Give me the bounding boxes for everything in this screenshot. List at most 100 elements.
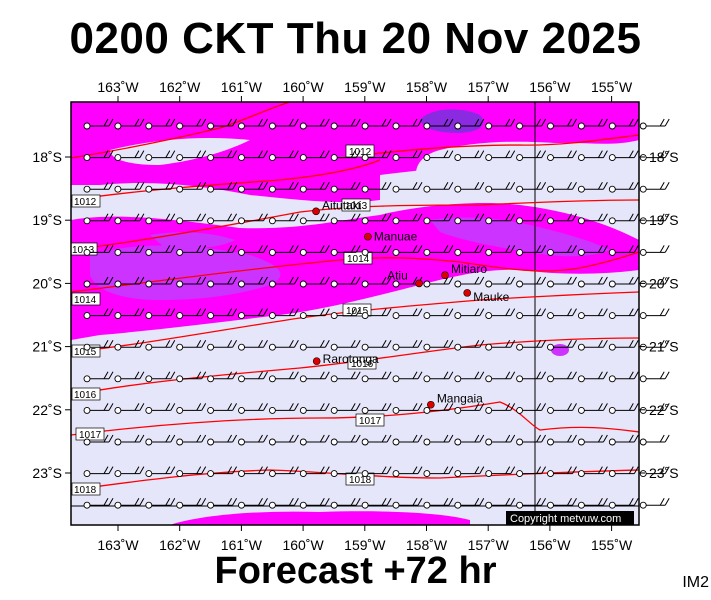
wind-barb — [392, 213, 423, 225]
wind-barb — [268, 371, 299, 383]
wind-barb — [577, 403, 608, 414]
wind-barb — [83, 339, 114, 351]
wind-barb — [361, 245, 392, 256]
wind-barb — [423, 245, 454, 256]
wind-barb — [485, 213, 516, 225]
wind-barb — [454, 403, 485, 414]
wind-barb — [145, 497, 176, 509]
wind-barb — [516, 150, 547, 162]
wind-barb — [176, 434, 207, 446]
place-label: Mitiaro — [451, 262, 487, 276]
wind-barb — [547, 150, 577, 162]
wind-barb — [639, 276, 670, 288]
wind-barb — [485, 371, 516, 383]
wind-barb — [83, 276, 114, 288]
wind-barb — [454, 466, 485, 478]
svg-text:1017: 1017 — [359, 416, 382, 427]
wind-barb — [176, 371, 207, 383]
wind-barb — [330, 466, 361, 478]
wind-barb — [485, 118, 516, 130]
wind-barb — [238, 339, 268, 351]
rain-intense-east — [430, 217, 610, 257]
latitude-label-left: 23˚S — [32, 465, 62, 481]
wind-barb — [176, 308, 207, 320]
wind-barb — [392, 118, 423, 130]
longitude-ticks: 163˚W 163˚W 162˚W 162˚W 161˚W 161˚W 160˚W 160˚W… — [97, 79, 633, 553]
wind-barb — [608, 466, 639, 478]
wind-barb — [361, 118, 392, 130]
wind-barb — [207, 371, 238, 383]
rain-band-south — [170, 511, 470, 525]
wind-barb — [268, 466, 299, 478]
longitude-label-bottom: 163˚W — [97, 537, 139, 553]
isobar-label: 1016 — [71, 387, 101, 401]
wind-barb — [114, 308, 145, 320]
wind-barb — [639, 245, 670, 256]
wind-barb — [639, 118, 670, 130]
wind-barb — [454, 245, 485, 256]
wind-barb — [361, 497, 392, 509]
place-label: Aitutaki — [322, 198, 361, 212]
rain-spot-east — [551, 344, 569, 356]
wind-barb — [330, 150, 361, 162]
wind-barb — [238, 403, 268, 414]
svg-text:1012: 1012 — [74, 197, 97, 208]
wind-barb — [423, 150, 454, 162]
svg-text:1016: 1016 — [74, 390, 97, 401]
wind-barb — [639, 308, 670, 320]
wind-barb — [268, 403, 299, 414]
wind-barb — [423, 371, 454, 383]
wind-barb — [330, 276, 361, 288]
wind-barb — [299, 276, 330, 288]
wind-barb — [83, 213, 114, 225]
copyright-text: Copyright metvuw.com — [510, 513, 621, 525]
wind-barb — [299, 371, 330, 383]
wind-barb — [608, 213, 639, 225]
wind-barb — [639, 181, 670, 193]
latitude-ticks: 18˚S 18˚S 19˚S 19˚S 20˚S 20˚S 21˚S 21˚S 22˚S 22˚S… — [32, 149, 678, 481]
forecast-label: Forecast +72 hr — [214, 550, 497, 592]
wind-barb — [392, 466, 423, 478]
wind-barb — [392, 150, 423, 162]
wind-barb — [268, 276, 299, 288]
wind-barb — [516, 339, 547, 351]
wind-barb — [207, 118, 238, 130]
svg-text:1017: 1017 — [79, 430, 102, 441]
wind-barb — [608, 276, 639, 288]
wind-barb — [114, 371, 145, 383]
wind-barb — [454, 339, 485, 351]
longitude-label-top: 155˚W — [591, 79, 633, 95]
wind-barb — [639, 434, 670, 446]
wind-barb — [207, 150, 238, 162]
wind-barb — [145, 181, 176, 193]
wind-barb — [268, 434, 299, 446]
wind-barb — [145, 118, 176, 130]
latitude-label-right: 20˚S — [649, 275, 679, 291]
wind-barb — [207, 276, 238, 288]
wind-barb — [361, 213, 392, 225]
wind-barb — [423, 308, 454, 320]
wind-barb — [608, 339, 639, 351]
wind-barb — [516, 466, 547, 478]
wind-barb — [516, 245, 547, 256]
wind-barb — [330, 497, 361, 509]
wind-barb — [577, 150, 608, 162]
isobar-1012-north — [70, 101, 291, 159]
wind-barb — [114, 118, 145, 130]
svg-text:1015: 1015 — [74, 347, 97, 358]
wind-barb — [145, 466, 176, 478]
wind-barb — [207, 245, 238, 256]
wind-barb — [454, 308, 485, 320]
wind-barb — [577, 213, 608, 225]
wind-barb — [83, 308, 114, 320]
wind-barb — [608, 118, 639, 130]
isobar-label: 1018 — [71, 482, 101, 496]
latitude-label-right: 19˚S — [649, 212, 679, 228]
longitude-label-top: 162˚W — [159, 79, 201, 95]
latitude-label-right: 21˚S — [649, 339, 679, 355]
wind-barb — [207, 403, 238, 414]
wind-barb — [485, 276, 516, 288]
wind-barb — [516, 371, 547, 383]
svg-text:1013: 1013 — [345, 201, 368, 212]
longitude-label-top: 157˚W — [468, 79, 510, 95]
